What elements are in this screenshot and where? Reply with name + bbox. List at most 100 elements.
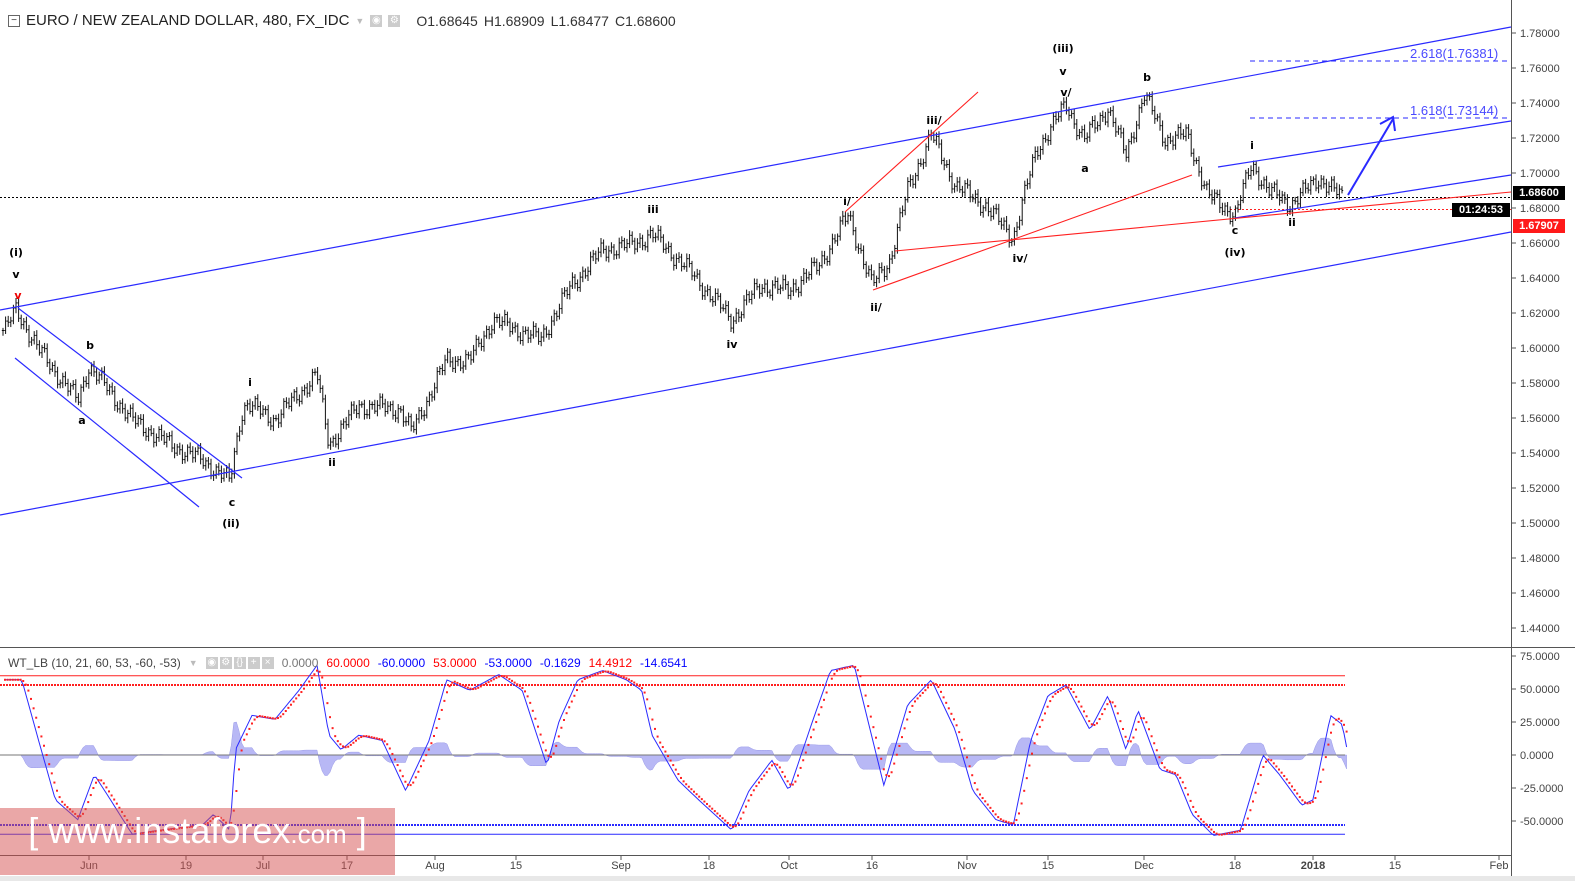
indicator-title[interactable]: WT_LB (10, 21, 60, 53, -60, -53) — [8, 656, 181, 670]
wt2-dot — [1345, 730, 1348, 733]
symbol-title[interactable]: EURO / NEW ZEALAND DOLLAR, 480, FX_IDC — [26, 12, 350, 29]
price-bar — [1205, 181, 1208, 191]
close-icon[interactable]: × — [261, 657, 274, 669]
red-trendlines[interactable] — [844, 91, 1512, 291]
wt2-dot — [1210, 828, 1213, 831]
fib-extension[interactable] — [1250, 60, 1508, 119]
price-bar — [1338, 184, 1341, 200]
price-tick-label: 1.54000 — [1520, 448, 1560, 460]
price-bar — [1307, 182, 1310, 194]
price-bar — [854, 227, 857, 251]
price-bar — [303, 384, 306, 396]
wt2-dot — [110, 794, 113, 797]
wt2-dot — [1192, 805, 1195, 808]
wt2-dot — [1127, 740, 1130, 743]
price-bar — [553, 309, 556, 326]
price-bar — [173, 443, 176, 459]
wt2-dot — [412, 781, 415, 784]
dropdown-icon[interactable]: ▼ — [355, 15, 365, 26]
price-bar — [571, 272, 574, 290]
wt2-dot — [888, 775, 890, 778]
wt2-dot — [43, 744, 45, 747]
wt2-dot — [446, 691, 448, 694]
wt2-dot — [960, 738, 963, 741]
wt2-dot — [97, 779, 100, 782]
price-bar — [870, 264, 873, 281]
wt2-dot — [1012, 822, 1015, 825]
wt2-dot — [877, 747, 880, 750]
wt2-dot — [391, 752, 394, 755]
wt2-dot — [1244, 823, 1247, 826]
wt2-dot — [344, 746, 347, 749]
inner-channel-lower-line[interactable] — [1234, 174, 1512, 219]
indicator-tick-label: 75.0000 — [1520, 651, 1560, 663]
down-channel-lower-line[interactable] — [14, 357, 200, 508]
price-bar — [875, 275, 878, 288]
settings-icon[interactable]: ⚙ — [219, 657, 232, 669]
red-line-2[interactable] — [872, 174, 1193, 291]
red-line-3[interactable] — [894, 191, 1512, 252]
price-axis[interactable]: 1.78000 1.76000 1.74000 1.72000 1.70000 1.680… — [1511, 28, 1560, 635]
wt2-dot — [690, 788, 693, 791]
price-bar — [683, 262, 686, 270]
wt2-dot — [375, 737, 378, 740]
price-bar — [1257, 166, 1260, 191]
source-code-icon[interactable]: {} — [233, 657, 246, 669]
wt2-dot — [771, 764, 773, 767]
price-bar — [490, 324, 493, 339]
price-bar — [1109, 107, 1112, 116]
wt2-dot — [802, 759, 805, 762]
collapse-icon[interactable]: − — [8, 14, 20, 27]
wt2-dot — [53, 781, 56, 784]
price-bar — [282, 398, 285, 419]
price-bar — [22, 318, 25, 330]
wt2-dot — [485, 682, 487, 685]
wt2-dot — [1239, 830, 1241, 833]
lower-channel-line[interactable] — [0, 231, 1512, 516]
wt2-dot — [253, 718, 256, 721]
wt2-dot — [903, 727, 906, 730]
price-bar — [129, 404, 132, 418]
price-bar — [306, 382, 309, 398]
wt2-dot — [932, 682, 935, 685]
price-bar — [506, 311, 509, 327]
down-channel-upper-line[interactable] — [17, 307, 243, 479]
wt2-dot — [976, 788, 979, 791]
price-bar — [256, 394, 259, 411]
wt2-dot — [890, 771, 893, 774]
price-bar — [1221, 202, 1224, 216]
price-bar — [498, 313, 501, 329]
wt2-dot — [118, 806, 121, 809]
wt2-dot — [999, 818, 1002, 821]
wt2-dot — [1077, 700, 1080, 703]
plus-icon[interactable]: + — [247, 657, 260, 669]
price-bar — [943, 157, 946, 171]
price-bar — [251, 401, 254, 417]
indicator-axis[interactable]: 75.0000 50.0000 25.0000 0.0000 -25.0000 -50.0… — [1511, 651, 1563, 828]
dropdown-icon[interactable]: ▼ — [188, 658, 198, 668]
red-line-1[interactable] — [844, 91, 979, 213]
settings-icon[interactable]: ⚙ — [388, 14, 401, 27]
price-bar — [1210, 189, 1214, 205]
target-arrow[interactable] — [1347, 115, 1396, 196]
upper-channel-line[interactable] — [0, 26, 1512, 311]
price-bar — [334, 433, 337, 448]
wt2-dot — [420, 765, 422, 768]
open-value: O1.68645 — [416, 12, 478, 29]
wt2-dot — [680, 776, 682, 779]
wt2-dot — [791, 783, 794, 786]
price-bar — [1156, 113, 1159, 122]
inner-channel-upper-line[interactable] — [1217, 120, 1512, 168]
visibility-icon[interactable]: ◉ — [370, 14, 383, 27]
wt2-dot — [1257, 782, 1260, 785]
price-bar — [373, 399, 376, 414]
visibility-icon[interactable]: ◉ — [205, 657, 218, 669]
wt2-dot — [794, 780, 797, 783]
blue-trendlines[interactable] — [0, 26, 1512, 516]
wt2-dot — [1106, 703, 1109, 706]
price-bar — [615, 250, 618, 260]
wave-label: iii — [647, 203, 658, 216]
price-bar — [269, 417, 272, 431]
wt2-dot — [284, 710, 287, 713]
